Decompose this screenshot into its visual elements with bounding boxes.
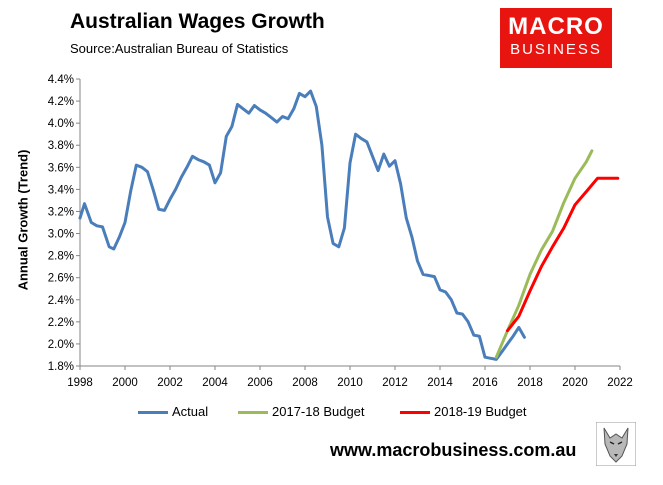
x-tick-label: 2002 <box>157 377 183 389</box>
y-tick-label: 3.0% <box>48 229 74 241</box>
legend-swatch-actual <box>138 411 168 415</box>
x-tick-label: 2010 <box>337 377 363 389</box>
wolf-logo-icon <box>596 422 636 466</box>
x-tick-label: 1998 <box>67 377 93 389</box>
footer-url: www.macrobusiness.com.au <box>330 440 577 460</box>
y-tick-label: 4.0% <box>48 118 74 130</box>
y-tick-label: 2.8% <box>48 251 74 263</box>
y-tick-label: 4.4% <box>48 74 74 86</box>
line-chart: 1.8% 2.0% 2.2% 2.4% 2.6% 2.8% 3.0% 3.2% 3.4% 3.6%… <box>48 74 633 389</box>
legend-item-actual: Actual <box>138 404 208 419</box>
x-tick-label: 2022 <box>607 377 633 389</box>
legend-label-2017-budget: 2017-18 Budget <box>272 404 365 419</box>
y-tick-label: 2.2% <box>48 317 74 329</box>
legend-label-2018-budget: 2018-19 Budget <box>434 404 527 419</box>
y-tick-label: 3.2% <box>48 206 74 218</box>
logo-line-1: MACRO <box>508 13 604 40</box>
legend-item-2017-budget: 2017-18 Budget <box>238 404 365 419</box>
legend-swatch-2017-budget <box>238 411 268 415</box>
y-tick-label: 3.4% <box>48 184 74 196</box>
chart-title: Australian Wages Growth <box>70 10 325 33</box>
y-tick-label: 4.2% <box>48 96 74 108</box>
legend-label-actual: Actual <box>172 404 209 419</box>
series-line-2017-18-budget <box>494 149 594 359</box>
y-tick-label: 2.0% <box>48 339 74 351</box>
y-tick-label: 3.6% <box>48 162 74 174</box>
y-tick-label: 3.8% <box>48 140 74 152</box>
x-tick-label: 2000 <box>112 377 138 389</box>
chart-source: Source:Australian Bureau of Statistics <box>70 41 289 56</box>
x-tick-label: 2018 <box>517 377 543 389</box>
y-tick-label: 2.6% <box>48 273 74 285</box>
x-tick-label: 2014 <box>427 377 453 389</box>
y-tick-label: 2.4% <box>48 295 74 307</box>
y-tick-label: 1.8% <box>48 361 74 373</box>
logo-line-2: BUSINESS <box>510 41 602 58</box>
x-tick-label: 2008 <box>292 377 318 389</box>
series-line-2018-19-budget <box>506 176 620 333</box>
x-tick-label: 2016 <box>472 377 498 389</box>
macrobusiness-logo: MACRO BUSINESS <box>500 8 612 68</box>
x-tick-label: 2020 <box>562 377 588 389</box>
series-line-actual <box>78 89 526 361</box>
x-tick-label: 2012 <box>382 377 408 389</box>
x-tick-label: 2006 <box>247 377 273 389</box>
legend-item-2018-budget: 2018-19 Budget <box>400 404 527 419</box>
legend-swatch-2018-budget <box>400 411 430 415</box>
x-tick-label: 2004 <box>202 377 228 389</box>
